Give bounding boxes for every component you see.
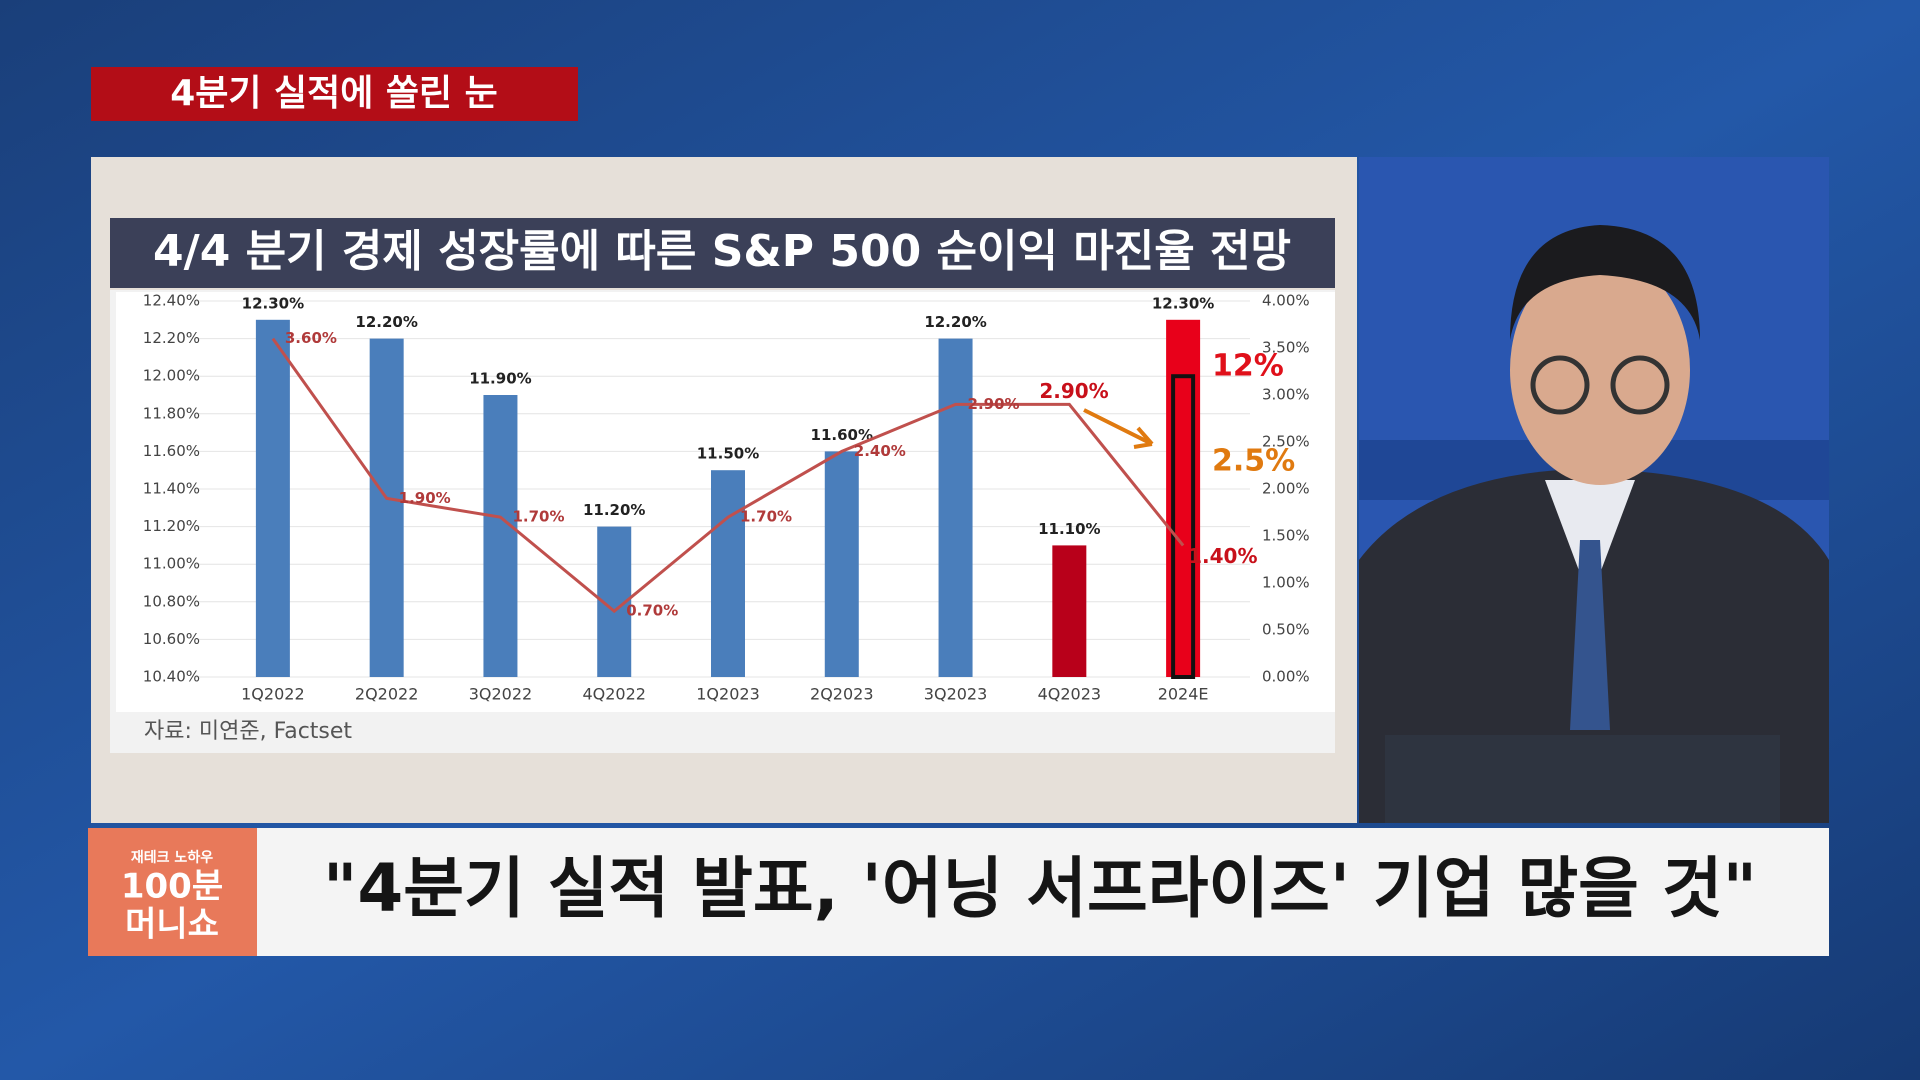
y2-tick-label: 4.00% [1262, 292, 1310, 310]
logo-line1: 100분 [121, 867, 223, 907]
x-tick-label: 2Q2022 [355, 685, 419, 704]
x-tick-label: 2Q2023 [810, 685, 874, 704]
logo-line2: 머니쇼 [125, 905, 219, 945]
y-tick-label: 12.40% [143, 292, 200, 310]
glasses-right [1610, 355, 1670, 415]
y2-tick-label: 1.00% [1262, 574, 1310, 592]
y2-tick-label: 2.50% [1262, 433, 1310, 451]
bar-value-label: 11.50% [697, 445, 759, 463]
bar [824, 451, 859, 677]
y2-tick-label: 3.50% [1262, 339, 1310, 357]
y-tick-label: 10.40% [143, 668, 200, 686]
line-value-label: 1.90% [399, 489, 451, 507]
bar-value-label: 11.10% [1038, 520, 1100, 538]
bar-value-label: 11.20% [583, 501, 645, 519]
presenter [1359, 157, 1829, 823]
line-value-label: 1.70% [740, 508, 792, 526]
line-value-label: 2.90% [968, 395, 1020, 413]
hair [1510, 225, 1700, 340]
logo-top: 재테크 노하우 [131, 849, 213, 866]
bar-value-label: 12.20% [355, 313, 417, 331]
line-value-label: 2.90% [1039, 379, 1108, 403]
logo-box [88, 828, 257, 956]
glasses-left [1530, 355, 1590, 415]
x-tick-label: 1Q2022 [241, 685, 305, 704]
y2-tick-label: 0.50% [1262, 621, 1310, 639]
x-tick-label: 4Q2023 [1038, 685, 1102, 704]
line-value-label: 0.70% [626, 602, 678, 620]
y2-tick-label: 1.50% [1262, 527, 1310, 545]
bar-value-label: 11.90% [469, 370, 531, 388]
bar [255, 319, 290, 677]
y-tick-label: 10.60% [143, 630, 200, 648]
bar [369, 338, 404, 677]
x-tick-label: 3Q2023 [924, 685, 988, 704]
source: 자료: 미연준, Factset [144, 719, 352, 744]
line-value-label: 1.40% [1188, 544, 1257, 568]
y-tick-label: 11.80% [143, 404, 200, 422]
banner-box [91, 67, 578, 121]
y-tick-label: 11.00% [143, 555, 200, 573]
bar-value-label: 11.60% [811, 426, 873, 444]
caption-bar [88, 828, 1829, 956]
line-value-label: 3.60% [285, 329, 337, 347]
line [271, 337, 1185, 614]
y2-tick-label: 3.00% [1262, 386, 1310, 404]
y-tick-label: 11.60% [143, 442, 200, 460]
y-tick-label: 12.00% [143, 367, 200, 385]
x-tick-label: 3Q2022 [469, 685, 533, 704]
bar [938, 338, 973, 677]
arrow [1083, 408, 1154, 449]
y-tick-label: 10.80% [143, 592, 200, 610]
bar [1052, 545, 1087, 677]
x-tick-label: 2024E [1158, 685, 1209, 704]
line-value-label: 2.40% [854, 442, 906, 460]
bar-value-label: 12.20% [924, 313, 986, 331]
line-value-label: 1.70% [512, 508, 564, 526]
face [1510, 255, 1690, 485]
y-tick-label: 11.20% [143, 517, 200, 535]
banner: 4분기 실적에 쏠린 눈 [170, 73, 498, 114]
y-tick-label: 11.40% [143, 480, 200, 498]
y-tick-label: 12.20% [143, 329, 200, 347]
caption: "4분기 실적 발표, '어닝 서프라이즈' 기업 많을 것" [323, 850, 1757, 927]
laptop [1385, 735, 1780, 823]
y2-tick-label: 2.00% [1262, 480, 1310, 498]
x-tick-label: 1Q2023 [696, 685, 760, 704]
chart-title-bar [110, 218, 1335, 288]
x-tick-label: 4Q2022 [582, 685, 646, 704]
highlight-box [1171, 374, 1196, 679]
tie [1570, 540, 1610, 730]
bar-value-label: 12.30% [1152, 294, 1214, 312]
chart-title: 4/4 분기 경제 성장률에 따른 S&P 500 순이익 마진율 전망 [153, 226, 1291, 277]
bar [711, 470, 745, 677]
annotation: 12% [1212, 349, 1284, 384]
bar [483, 395, 518, 677]
bar-value-label: 12.30% [242, 294, 304, 312]
annotation: 2.5% [1212, 444, 1295, 479]
y2-tick-label: 0.00% [1262, 668, 1310, 686]
